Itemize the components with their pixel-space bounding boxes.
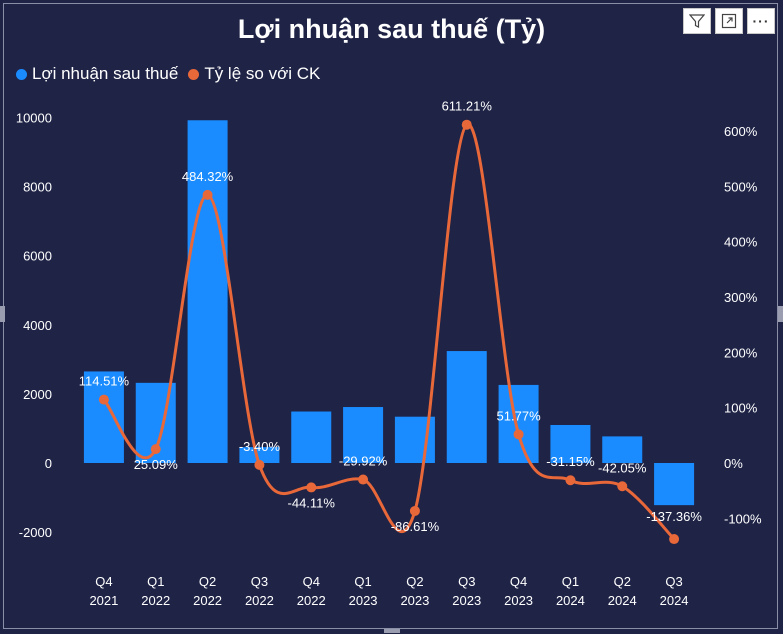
x-tick-label-quarter: Q2 (406, 574, 423, 589)
resize-handle-bottom[interactable] (384, 629, 400, 633)
bar[interactable] (550, 424, 591, 463)
ratio-data-label: -42.05% (598, 460, 647, 475)
more-options-button[interactable]: ··· (747, 8, 775, 34)
y-left-tick-label: 10000 (16, 111, 52, 126)
ratio-data-label: 25.09% (134, 457, 179, 472)
ratio-point[interactable] (358, 474, 369, 485)
legend-item-profit[interactable]: Lợi nhuận sau thuế (16, 64, 178, 84)
ratio-data-label: 484.32% (182, 169, 234, 184)
x-tick-label-year: 2022 (297, 593, 326, 608)
y-left-tick-label: 6000 (23, 249, 52, 264)
ratio-data-label: 611.21% (442, 99, 493, 114)
y-right-tick-label: 500% (724, 179, 758, 194)
y-left-tick-label: 0 (45, 456, 52, 471)
ratio-point[interactable] (565, 475, 576, 486)
ratio-data-label: -86.61% (391, 519, 440, 534)
bar[interactable] (343, 407, 384, 463)
resize-handle-left[interactable] (0, 306, 5, 322)
ratio-line (102, 123, 676, 541)
ratio-data-label: -31.15% (546, 454, 595, 469)
bar[interactable] (498, 384, 539, 463)
visual-toolbar: ··· (683, 8, 775, 34)
x-tick-label-quarter: Q1 (354, 574, 371, 589)
ratio-point[interactable] (306, 482, 317, 493)
ratio-point[interactable] (150, 444, 161, 455)
x-tick-label-year: 2023 (504, 593, 533, 608)
ratio-point[interactable] (513, 429, 524, 440)
x-tick-label-year: 2024 (608, 593, 637, 608)
ratio-point[interactable] (617, 481, 628, 492)
ratio-data-label: -29.92% (339, 454, 388, 469)
legend-label-profit: Lợi nhuận sau thuế (32, 64, 179, 83)
x-tick-label-year: 2021 (89, 593, 118, 608)
ratio-data-label: 114.51% (79, 374, 130, 389)
ratio-point[interactable] (254, 459, 265, 470)
x-tick-label-quarter: Q2 (199, 574, 216, 589)
bar[interactable] (654, 463, 695, 506)
ratio-data-label: -3.40% (239, 439, 281, 454)
y-right-tick-label: 0% (724, 456, 743, 471)
ratio-data-label: -44.11% (288, 495, 336, 510)
x-tick-label-quarter: Q4 (303, 574, 320, 589)
y-right-tick-label: 400% (724, 235, 758, 250)
chart-title: Lợi nhuận sau thuế (Tỷ) (237, 14, 546, 44)
filter-icon (689, 14, 705, 28)
y-left-tick-label: 8000 (23, 180, 52, 195)
x-tick-label-year: 2023 (452, 593, 481, 608)
focus-mode-button[interactable] (715, 8, 743, 34)
bar[interactable] (291, 411, 332, 463)
ratio-data-label: 51.77% (497, 408, 542, 423)
x-tick-label-quarter: Q3 (665, 574, 682, 589)
x-tick-label-quarter: Q1 (562, 574, 579, 589)
y-left-tick-label: 2000 (23, 387, 52, 402)
legend-item-ratio[interactable]: Tỷ lệ so với CK (188, 64, 320, 84)
legend-label-ratio: Tỷ lệ so với CK (204, 64, 321, 83)
more-options-icon: ··· (752, 13, 770, 29)
bar[interactable] (602, 436, 643, 463)
ratio-data-label: -137.36% (646, 509, 702, 524)
x-tick-label-quarter: Q3 (251, 574, 268, 589)
x-tick-label-year: 2022 (141, 593, 170, 608)
x-tick-label-quarter: Q3 (458, 574, 475, 589)
y-right-tick-label: 200% (724, 345, 758, 360)
x-tick-label-year: 2024 (556, 593, 585, 608)
ratio-point[interactable] (409, 505, 420, 516)
x-tick-label-quarter: Q4 (95, 574, 112, 589)
x-tick-label-quarter: Q4 (510, 574, 527, 589)
focus-mode-icon (721, 13, 737, 29)
y-left-tick-label: 4000 (23, 318, 52, 333)
y-right-tick-label: 300% (724, 290, 758, 305)
x-tick-label-year: 2023 (400, 593, 429, 608)
x-tick-label-quarter: Q1 (147, 574, 164, 589)
x-tick-label-quarter: Q2 (614, 574, 631, 589)
ratio-point[interactable] (461, 119, 472, 130)
filter-button[interactable] (683, 8, 711, 34)
ratio-point[interactable] (98, 394, 109, 405)
y-right-tick-label: 600% (724, 124, 758, 139)
bar[interactable] (239, 447, 280, 463)
bar[interactable] (187, 120, 228, 463)
bar[interactable] (83, 371, 124, 463)
x-tick-label-year: 2022 (193, 593, 222, 608)
chart-legend: Lợi nhuận sau thuế Tỷ lệ so với CK (16, 64, 330, 84)
legend-marker-profit (16, 68, 27, 80)
y-right-tick-label: -100% (724, 511, 762, 526)
x-tick-label-year: 2022 (245, 593, 274, 608)
bar[interactable] (446, 351, 487, 463)
legend-marker-ratio (188, 68, 200, 80)
resize-handle-right[interactable] (778, 306, 783, 322)
y-left-tick-label: -2000 (19, 525, 52, 540)
y-right-tick-label: 100% (724, 401, 758, 416)
ratio-point[interactable] (669, 534, 680, 545)
x-tick-label-year: 2023 (349, 593, 378, 608)
ratio-point[interactable] (202, 189, 213, 200)
x-tick-label-year: 2024 (660, 593, 689, 608)
